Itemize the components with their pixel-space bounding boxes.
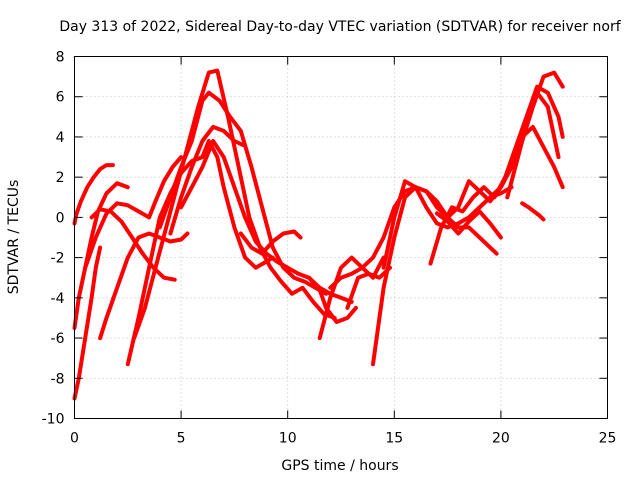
series-line-track-3: [72, 245, 103, 401]
series-line-track-4: [89, 207, 177, 282]
chart-title: Day 313 of 2022, Sidereal Day-to-day VTE…: [59, 19, 621, 35]
x-axis-label: GPS time / hours: [281, 458, 398, 474]
tick-layer: [74, 56, 608, 419]
y-tick-label: 6: [56, 90, 65, 106]
series-line-track-7: [125, 139, 275, 367]
series-line-track-11: [179, 139, 354, 304]
x-tick-label: 0: [70, 431, 79, 447]
series-line-track-12: [238, 229, 303, 256]
series-line-track-5: [98, 231, 190, 341]
y-tick-label: -4: [51, 291, 65, 307]
series-line-track-23: [434, 209, 503, 240]
series-line-track-16: [371, 185, 499, 367]
x-tick-label: 15: [385, 431, 403, 447]
series-line-track-10: [168, 124, 245, 236]
x-tick-label: 25: [599, 431, 617, 447]
plot-frame: [74, 56, 608, 419]
series-line-track-21: [520, 201, 546, 222]
series-line-track-14: [317, 255, 386, 341]
x-tick-label: 5: [177, 431, 186, 447]
x-tick-label: 20: [492, 431, 510, 447]
y-tick-label: -2: [51, 251, 65, 267]
series-layer: [72, 68, 565, 401]
y-tick-label: 2: [56, 170, 65, 186]
label-layer: 0 5 10 15 20 25 -10 -8 -6 -4 -2 0 2 4 6 8: [42, 50, 617, 447]
x-tick-label: 10: [279, 431, 297, 447]
y-tick-label: 4: [56, 130, 65, 146]
series-line-track-6: [83, 155, 184, 270]
series-line-track-20: [505, 90, 561, 200]
series-line-track-1: [72, 163, 115, 226]
series-line-track-22: [345, 265, 392, 310]
series-line-track-19: [466, 124, 565, 220]
series-line-track-2: [72, 181, 130, 330]
y-tick-label: -6: [51, 331, 65, 347]
y-tick-label: 8: [56, 50, 65, 66]
series-line-track-9: [157, 90, 329, 296]
series-line-track-13: [307, 275, 358, 324]
y-tick-label: 0: [56, 210, 65, 226]
y-axis-label: SDTVAR / TECUs: [6, 180, 22, 295]
y-tick-label: -8: [51, 371, 65, 387]
y-tick-label: -10: [42, 412, 65, 428]
series-line-track-18: [428, 84, 565, 266]
